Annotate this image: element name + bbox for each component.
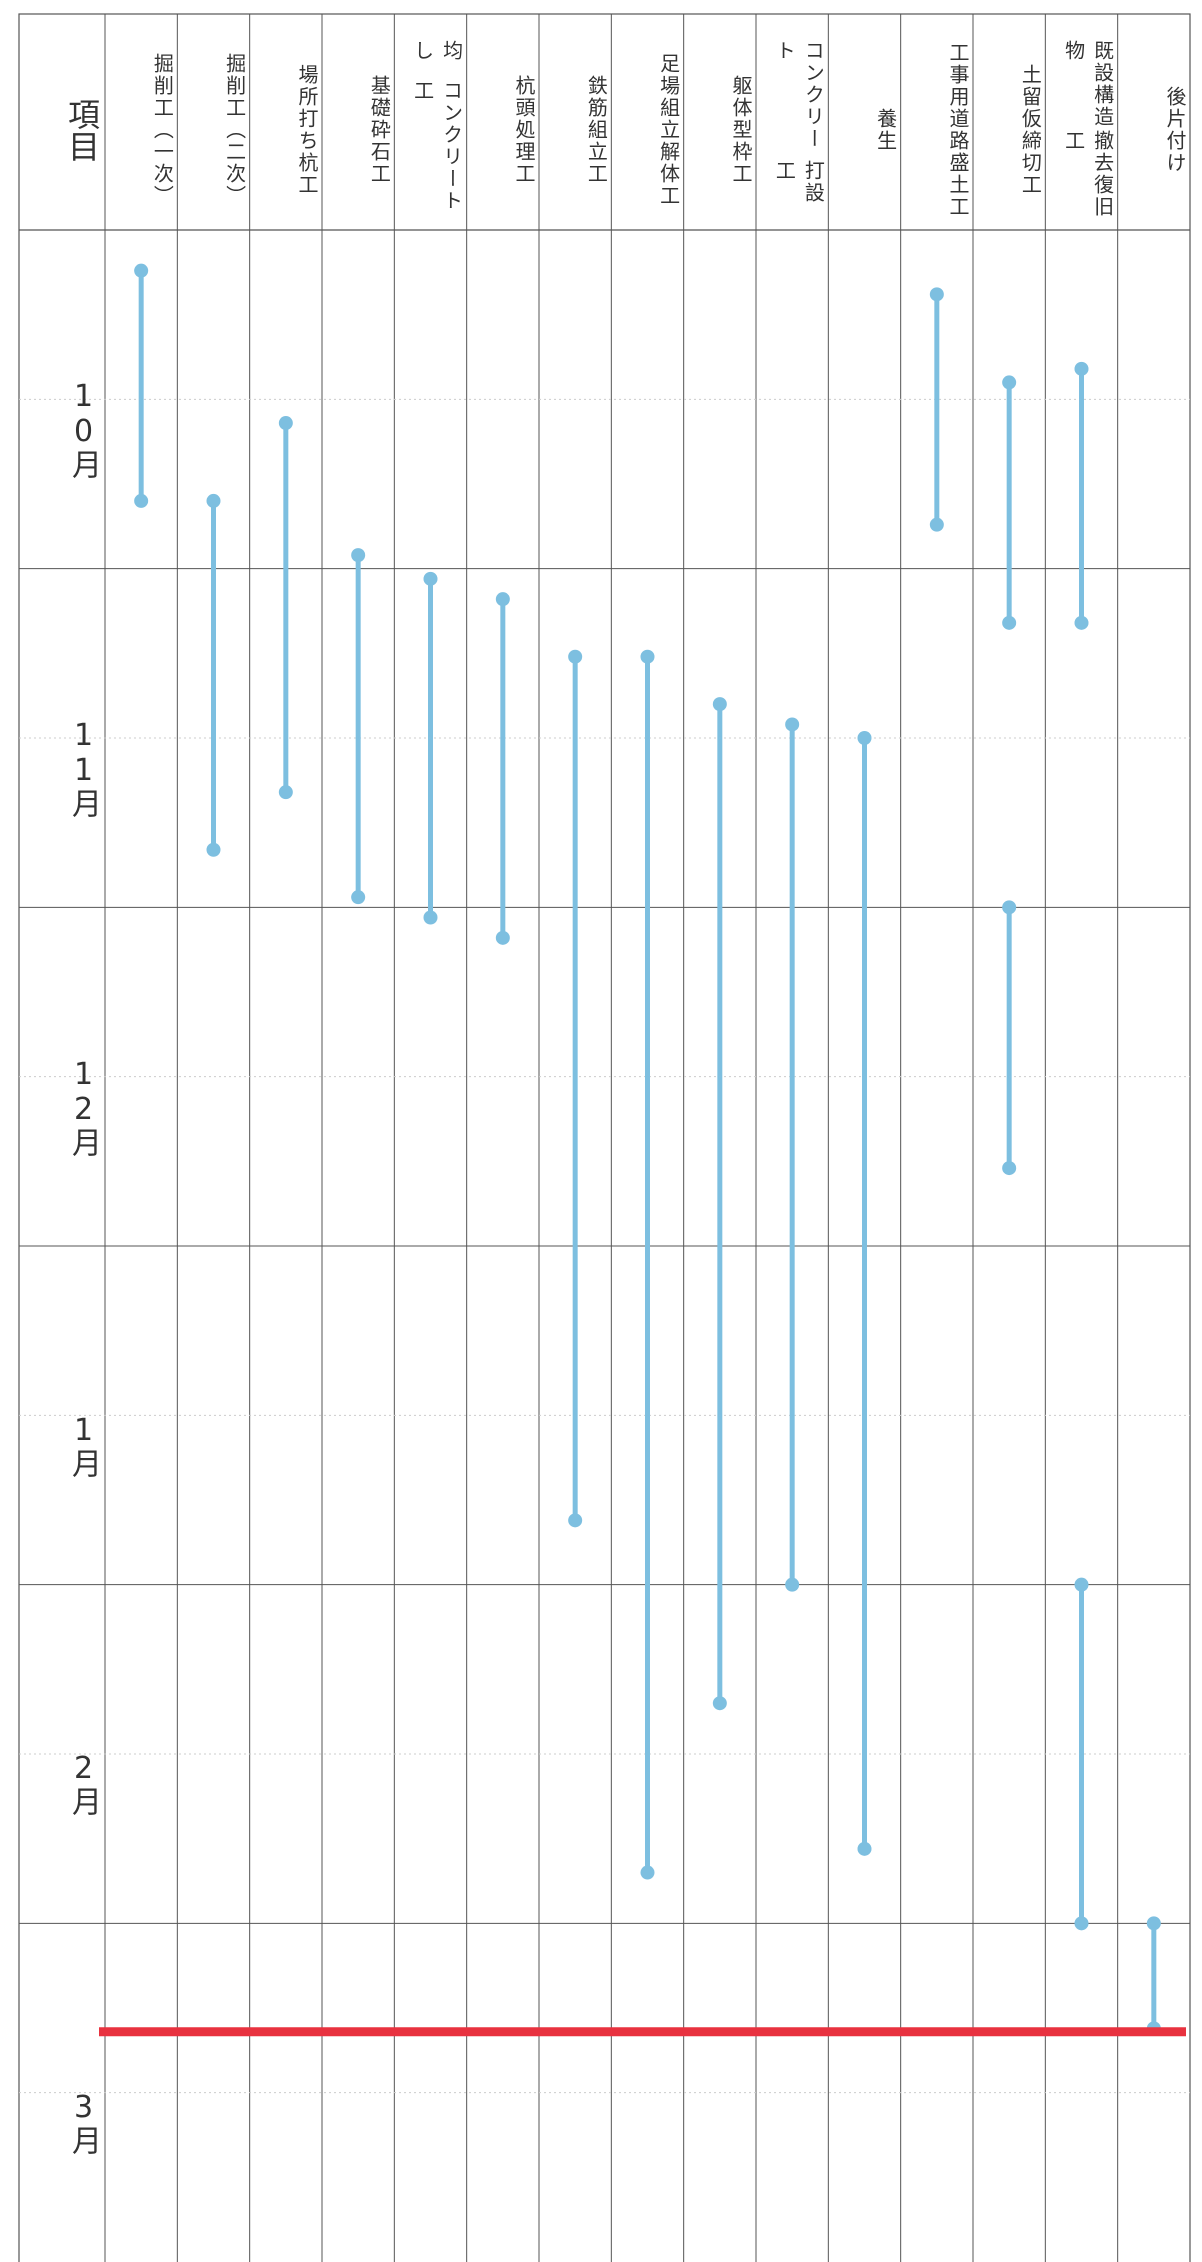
bar-end [351,890,366,905]
bar-start [351,548,366,563]
task-header: コンクリート 打設工 [756,40,828,220]
label-text: 12月 [66,1056,101,1157]
month-label: 3月 [19,2023,105,2222]
task-header: 後片付け [1118,40,1190,220]
bar-end [1074,1916,1089,1931]
label-text: 養生 [873,108,898,152]
task-header: 養生 [828,40,900,220]
task-header: 既設構造物 撤去復旧工 [1045,40,1117,220]
label-text: 解体工 [656,141,681,207]
task-header: 足場組立 解体工 [611,40,683,220]
label-text: 既設構造物 [1061,40,1115,128]
bar-start [857,731,872,745]
bar-start [1074,361,1089,376]
bar-start [134,263,149,278]
bar-start [1074,1577,1089,1592]
bar-start [495,592,510,607]
bar-end [423,910,438,925]
label-text: 基礎砕石工 [367,75,392,185]
bar-start [206,493,221,508]
bar-start [278,416,293,431]
bar-end [1074,615,1089,630]
label-text: （一次） [150,119,175,207]
bar-end [495,930,510,945]
task-header: 鉄筋組立工 [539,40,611,220]
label-text: 杭頭処理工 [511,75,536,185]
month-label: 1月 [19,1346,105,1545]
bar-start [785,717,800,732]
label-text: 場所打ち杭工 [294,64,319,196]
month-label: 10月 [19,330,105,529]
bar-end [206,842,221,857]
label-text: 項目 [63,98,101,162]
task-header: 掘削工 （一次） [105,40,177,220]
label-text: 2月 [66,1751,101,1817]
label-text: 工事用 [945,42,970,108]
bar-start [712,697,727,712]
bar-end [568,1513,583,1528]
bar-end [278,785,293,800]
bar-start [423,571,438,586]
month-label: 12月 [19,1007,105,1206]
task-header: 場所打ち杭工 [250,40,322,220]
bar-start [1002,900,1017,915]
label-text: 土留仮締切工 [1018,64,1043,196]
label-text: （二次） [222,119,247,207]
task-header: 杭頭処理工 [467,40,539,220]
bar-end [857,1841,872,1856]
label-text: 撤去復旧工 [1061,130,1115,218]
label-text: 掘削工 [222,53,247,119]
bar-start [929,287,944,302]
label-text: 掘削工 [150,53,175,119]
task-header: 工事用 道路盛土工 [901,40,973,220]
corner-label: 項目 [19,80,105,180]
label-text: 道路盛土工 [945,108,970,218]
label-text: 均し [410,40,464,62]
bar-end [134,493,149,508]
bar-end [712,1696,727,1711]
bar-start [1146,1916,1161,1931]
task-header: 基礎砕石工 [322,40,394,220]
bar-start [640,649,655,664]
bar-start [568,649,583,664]
label-text: 3月 [66,2090,101,2156]
bar-end [1002,1161,1017,1176]
task-header: 躯体型枠工 [684,40,756,220]
label-text: 後片付け [1162,86,1187,174]
label-text: コンクリート工 [410,80,464,212]
bar-end [929,517,944,532]
month-label: 2月 [19,1685,105,1884]
task-header: 土留仮締切工 [973,40,1045,220]
bar-start [1002,375,1017,390]
label-text: 鉄筋組立工 [584,75,609,185]
label-text: 1月 [66,1412,101,1478]
label-text: 躯体型枠工 [728,75,753,185]
bar-end [640,1865,655,1880]
task-header: 均し コンクリート工 [394,40,466,220]
label-text: 10月 [66,379,101,480]
label-text: 足場組立 [656,53,681,141]
task-header: 掘削工 （二次） [177,40,249,220]
label-text: 打設工 [772,160,826,204]
table-border [18,13,1191,2262]
label-text: コンクリート [772,40,826,150]
bar-end [1002,615,1017,630]
month-label: 11月 [19,669,105,868]
label-text: 11月 [66,717,101,818]
bar-end [785,1577,800,1592]
